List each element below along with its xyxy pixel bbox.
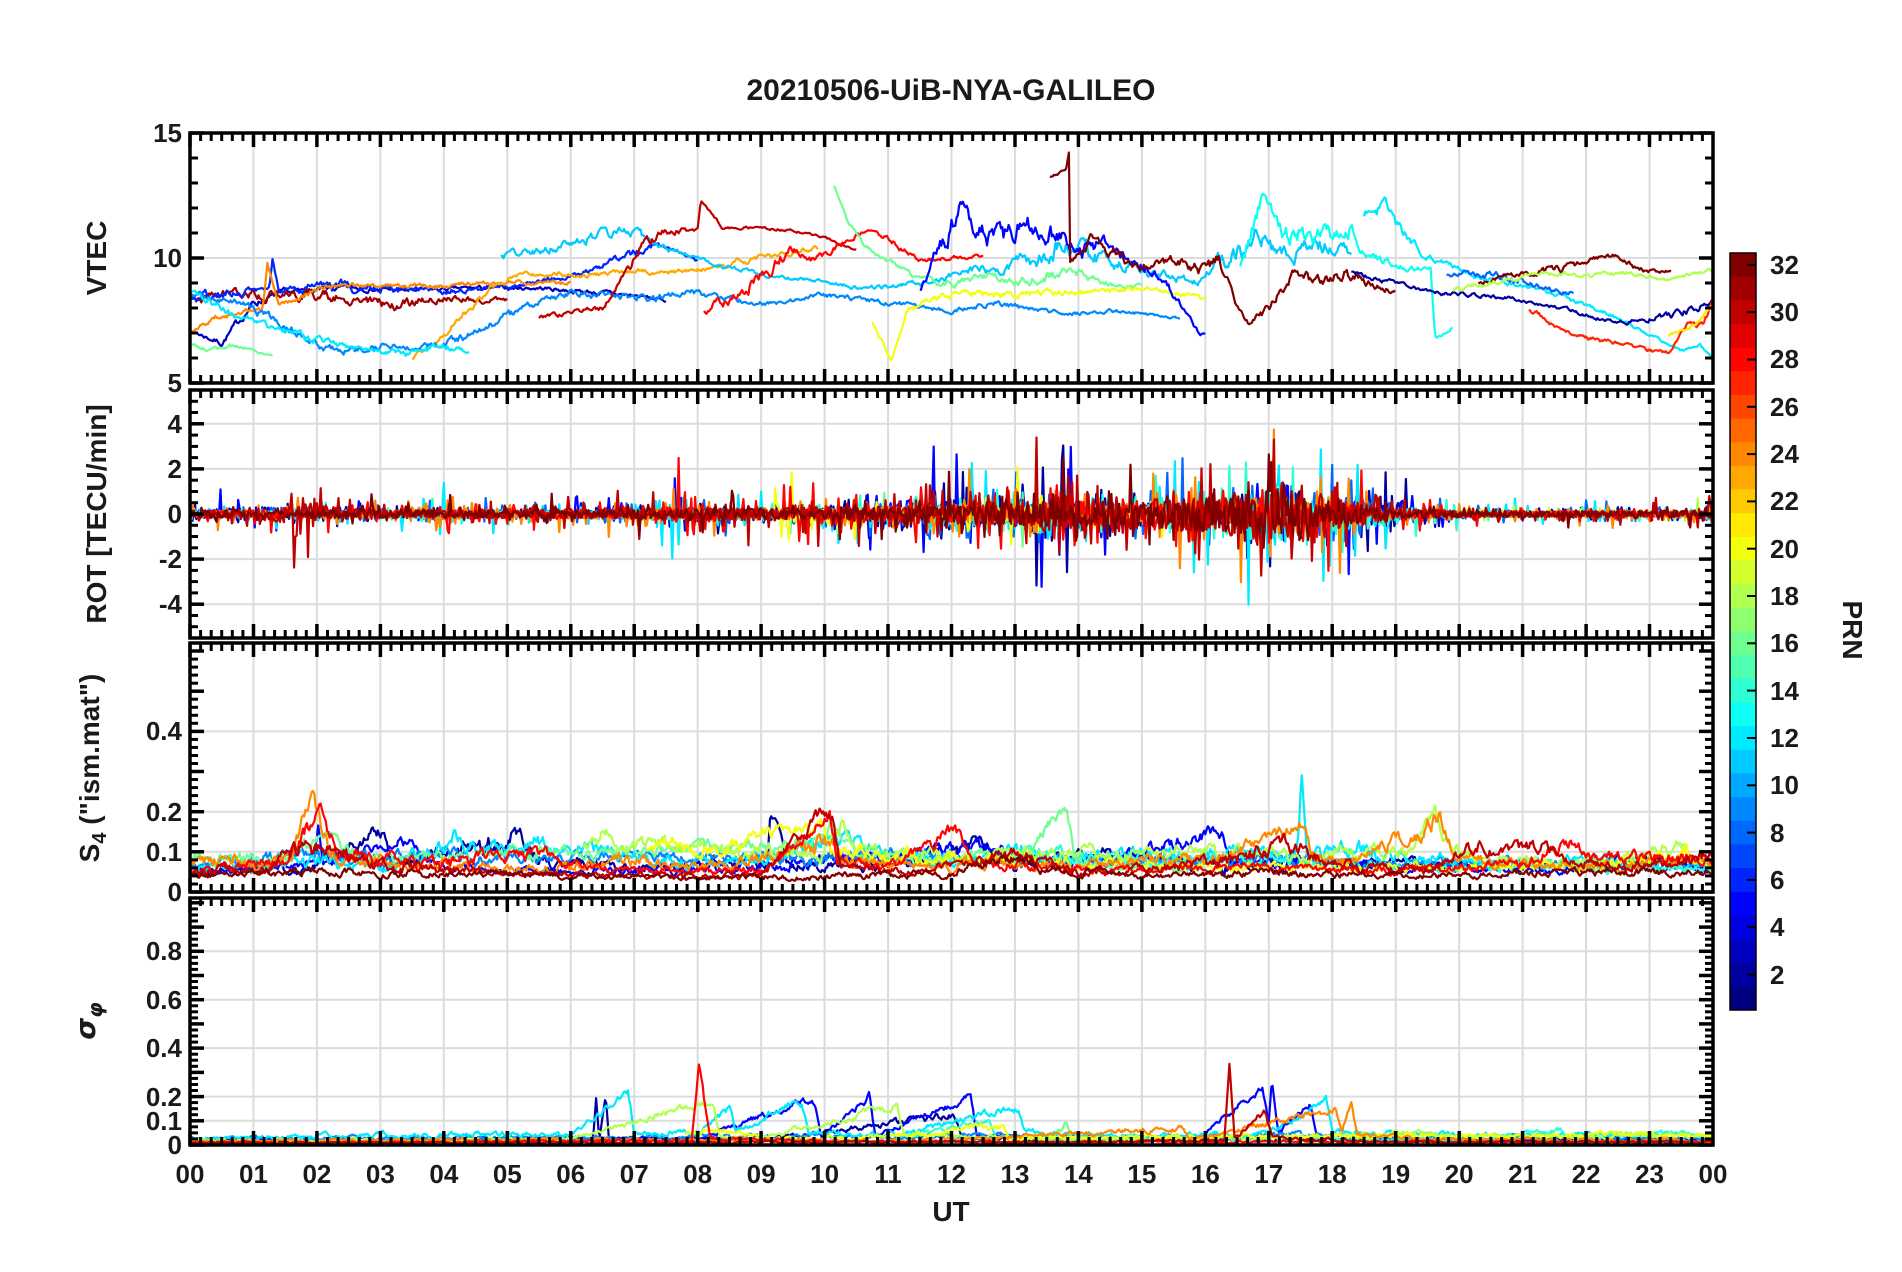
y-axis-label-rot: ROT [TECU/min] (81, 404, 112, 624)
x-tick-label: 10 (810, 1159, 840, 1189)
x-tick-label: 01 (238, 1159, 268, 1189)
x-tick-label: 12 (937, 1159, 966, 1189)
colorbar-tick-label: 24 (1770, 439, 1799, 470)
series-prn-32 (190, 854, 1713, 882)
colorbar (1729, 252, 1757, 1011)
colorbar-tick-label: 8 (1770, 817, 1785, 848)
y-tick-label-ROT: 0 (167, 499, 182, 529)
colorbar-tick-label: 2 (1770, 959, 1785, 990)
x-tick-label: 06 (556, 1159, 586, 1189)
series-prn-32 (1049, 151, 1396, 326)
series-prn-21 (1667, 303, 1713, 337)
y-tick-label-VTEC: 5 (167, 368, 182, 398)
colorbar-tick-label: 30 (1770, 297, 1799, 328)
series-prn-30 (190, 807, 1713, 881)
x-tick-label: 21 (1508, 1159, 1538, 1189)
x-tick-label: 17 (1254, 1159, 1284, 1189)
x-tick-label: 11 (874, 1159, 902, 1189)
colorbar-tick-label: 16 (1770, 628, 1799, 659)
panel-VTEC-series (190, 151, 1713, 362)
series-prn-6 (190, 242, 699, 302)
series-prn-28 (190, 802, 1713, 877)
x-tick-label: 13 (1000, 1159, 1030, 1189)
x-tick-label: 20 (1444, 1159, 1474, 1189)
panel-S4-series (190, 774, 1713, 882)
y-tick-label-sigma_phi: 0.4 (145, 1033, 182, 1064)
x-tick-label: 08 (683, 1159, 713, 1189)
x-tick-label: 15 (1127, 1159, 1157, 1189)
colorbar-tick-label: 6 (1770, 864, 1785, 895)
y-axis-label-sigma-phi: σφ (69, 1002, 107, 1040)
colorbar-tick-label: 22 (1770, 486, 1799, 517)
x-tick-label: 03 (365, 1159, 395, 1189)
x-tick-label: 16 (1190, 1159, 1220, 1189)
x-tick-label: 09 (746, 1159, 776, 1189)
series-prn-18 (1451, 267, 1713, 292)
y-tick-label-ROT: 2 (167, 453, 182, 484)
colorbar-tick-label: 26 (1770, 391, 1799, 422)
y-tick-label-ROT: -4 (158, 589, 182, 620)
colorbar-label: PRN (1837, 600, 1868, 660)
series-prn-13 (1239, 192, 1454, 339)
series-prn-28 (703, 229, 984, 315)
x-axis-label: UT (932, 1196, 970, 1227)
series-prn-30 (538, 200, 857, 319)
colorbar-tick-label: 10 (1770, 770, 1799, 801)
y-tick-label-sigma_phi: 0.2 (145, 1081, 182, 1112)
x-tick-label: 02 (302, 1159, 332, 1189)
y-axis-label-s4: S4 ("ism.mat") (74, 673, 111, 863)
x-tick-label: 00 (1698, 1159, 1728, 1189)
y-axis-label-vtec: VTEC (81, 220, 112, 296)
series-prn-23 (411, 245, 819, 360)
y-tick-label-VTEC: 10 (153, 243, 182, 273)
series-prn-2 (1351, 270, 1713, 326)
y-tick-label-sigma_phi: 0 (167, 1130, 182, 1160)
x-tick-label: 05 (492, 1159, 522, 1189)
y-tick-label-VTEC: 15 (153, 118, 182, 148)
colorbar-tick-label: 20 (1770, 533, 1799, 564)
series-prn-16 (190, 806, 1206, 875)
colorbar-tick-label: 12 (1770, 722, 1799, 753)
colorbar-tick-label: 14 (1770, 675, 1799, 706)
chart-title: 20210506-UiB-NYA-GALILEO (746, 74, 1156, 107)
y-tick-label-sigma_phi: 0.6 (145, 984, 182, 1015)
series-prn-20 (871, 286, 1206, 362)
y-tick-label-sigma_phi: 0.1 (145, 1105, 182, 1136)
x-tick-label: 22 (1571, 1159, 1601, 1189)
panel-ROT-series (190, 428, 1713, 606)
series-prn-32 (190, 453, 1713, 549)
colorbar-tick-label: 28 (1770, 344, 1799, 375)
y-tick-label-S4: 0.2 (145, 796, 182, 827)
y-tick-label-S4: 0.1 (145, 836, 182, 867)
series-prn-8 (1446, 269, 1574, 296)
series-prn-16 (190, 341, 273, 357)
series-prn-5 (919, 200, 1206, 337)
y-tick-label-S4: 0 (167, 877, 182, 907)
colorbar-tick-label: 18 (1770, 581, 1799, 612)
y-tick-label-sigma_phi: 0.8 (145, 936, 182, 967)
series-prn-9 (190, 288, 1181, 356)
x-tick-label: 14 (1063, 1159, 1093, 1189)
series-prn-16 (833, 185, 1142, 290)
x-tick-label: 04 (429, 1159, 459, 1189)
x-tick-label: 18 (1317, 1159, 1347, 1189)
series-prn-32 (1477, 253, 1672, 285)
y-tick-label-ROT: 4 (167, 408, 182, 439)
colorbar-tick-label: 4 (1770, 912, 1785, 943)
x-tick-label: 07 (619, 1159, 649, 1189)
series-prn-12 (190, 289, 470, 357)
y-tick-label-ROT: -2 (158, 544, 182, 575)
colorbar-tick-label: 32 (1770, 249, 1799, 280)
x-tick-label: 23 (1635, 1159, 1664, 1189)
series-prn-12 (1362, 196, 1713, 362)
x-tick-label: 19 (1381, 1159, 1411, 1189)
x-tick-label: 00 (175, 1159, 205, 1189)
y-tick-label-S4: 0.4 (145, 716, 182, 747)
